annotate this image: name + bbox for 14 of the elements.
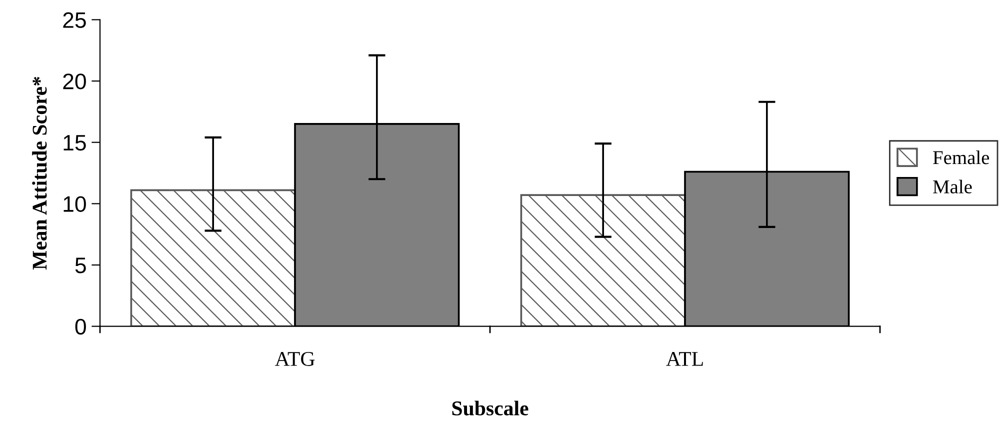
y-axis-title: Mean Attitude Score*	[32, 76, 47, 270]
legend-label: Female	[933, 150, 990, 164]
x-axis-title: Subscale	[452, 400, 528, 416]
x-tick-label: ATG	[274, 352, 315, 366]
bar	[520, 194, 686, 326]
y-tick-label: 5	[75, 258, 86, 274]
y-tick-label: 15	[64, 135, 86, 151]
y-tick-label: 25	[63, 12, 86, 28]
legend-label: Male	[933, 180, 972, 194]
y-tick-label: 0	[75, 318, 86, 335]
y-tick-label: 20	[63, 74, 86, 90]
bar	[130, 189, 296, 326]
x-tick-label: ATL	[666, 352, 703, 366]
y-tick-label: 10	[64, 196, 86, 212]
